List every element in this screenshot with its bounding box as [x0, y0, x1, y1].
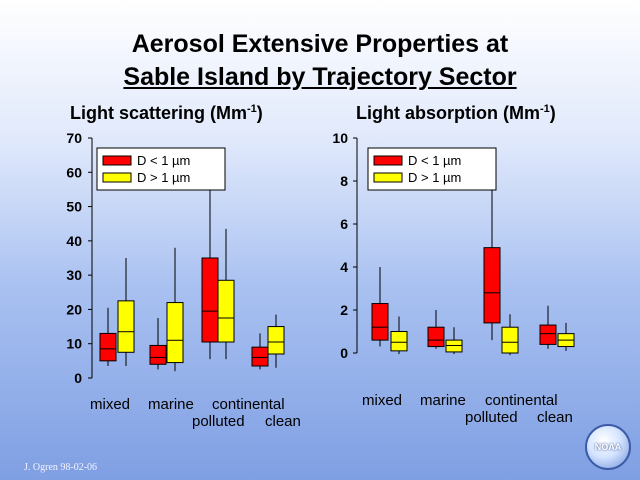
category-label-clean-left: clean: [265, 413, 301, 430]
y-tick-label-0-1: 10: [66, 336, 82, 352]
legend-swatch-0-0: [102, 155, 132, 166]
category-label-continental-right: continental: [485, 392, 558, 409]
box-0-1-0-iqr: [117, 300, 135, 353]
chart-title-scattering: Light scattering (Mm-1): [70, 103, 263, 123]
category-label-mixed-right: mixed: [362, 392, 403, 409]
y-tick-label-0-6: 60: [66, 164, 82, 180]
y-tick-label-1-5: 10: [332, 130, 348, 146]
legend-swatch-0-1: [102, 172, 132, 183]
box-0-1-2-iqr: [217, 279, 235, 343]
y-tick-label-1-4: 8: [340, 173, 348, 189]
y-tick-label-0-0: 0: [74, 370, 82, 386]
category-label-continental-left: continental: [212, 396, 285, 413]
legend-label-0-1: D > 1 µm: [137, 170, 190, 185]
y-tick-label-1-2: 4: [340, 259, 348, 275]
y-tick-label-0-3: 30: [66, 267, 82, 283]
legend-swatch-1-1: [373, 172, 403, 183]
category-label-marine-right: marine: [420, 392, 466, 409]
legend-label-1-1: D > 1 µm: [408, 170, 461, 185]
y-tick-label-0-5: 50: [66, 199, 82, 215]
box-0-1-1-iqr: [166, 302, 184, 364]
box-1-1-2-iqr: [501, 326, 519, 354]
author-footer: J. Ogren 98-02-06: [24, 462, 98, 473]
box-1-1-0-iqr: [390, 331, 408, 352]
noaa-logo-icon: NOAA: [585, 424, 631, 470]
y-tick-label-0-4: 40: [66, 233, 82, 249]
legend-label-1-0: D < 1 µm: [408, 153, 461, 168]
y-tick-label-1-3: 6: [340, 216, 348, 232]
category-label-polluted-left: polluted: [192, 413, 245, 430]
legend-label-0-0: D < 1 µm: [137, 153, 190, 168]
y-tick-label-1-0: 0: [340, 345, 348, 361]
legend-box-1: [367, 147, 497, 191]
box-0-0-0-iqr: [99, 332, 117, 362]
box-1-1-1-iqr: [445, 339, 463, 353]
y-tick-label-0-2: 20: [66, 301, 82, 317]
box-1-0-3-iqr: [539, 324, 557, 345]
y-tick-label-0-7: 70: [66, 130, 82, 146]
category-label-marine-left: marine: [148, 396, 194, 413]
category-label-mixed-left: mixed: [90, 396, 131, 413]
box-1-0-2-iqr: [483, 247, 501, 324]
slide-title-line2: Sable Island by Trajectory Sector: [123, 63, 517, 91]
box-1-0-1-iqr: [427, 326, 445, 348]
legend-box-0: [96, 147, 226, 191]
box-0-1-3-iqr: [267, 326, 285, 355]
legend-swatch-1-0: [373, 155, 403, 166]
box-0-0-2-iqr: [201, 257, 219, 343]
slide-title-line1: Aerosol Extensive Properties at: [131, 30, 509, 58]
box-0-0-1-iqr: [149, 344, 167, 365]
y-tick-label-1-1: 2: [340, 302, 348, 318]
box-1-0-0-iqr: [371, 303, 389, 341]
chart-title-absorption: Light absorption (Mm-1): [356, 103, 556, 123]
category-label-polluted-right: polluted: [465, 409, 518, 426]
box-0-0-3-iqr: [251, 346, 269, 367]
category-label-clean-right: clean: [537, 409, 573, 426]
